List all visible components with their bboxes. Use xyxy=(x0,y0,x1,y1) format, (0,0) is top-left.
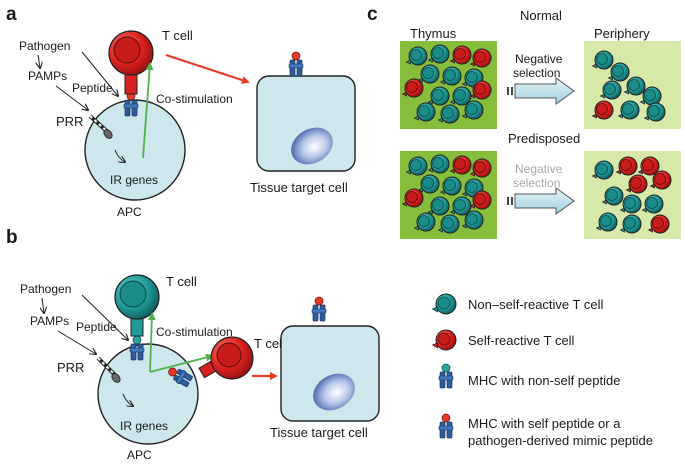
negative-selection-faded-label-2: selection xyxy=(513,176,560,190)
activation-arrow-a xyxy=(165,53,250,84)
legend-mhc-self-label-1: MHC with self peptide or a xyxy=(468,416,621,431)
prr-signal-arrow-b xyxy=(122,393,133,406)
peptide-label: Peptide xyxy=(72,81,113,95)
pamps-to-prr-arrow-b xyxy=(57,330,96,354)
legend: Non–self-reactive T cell Self-reactive T… xyxy=(431,293,653,448)
negative-selection-arrow-predisposed xyxy=(507,187,575,215)
panel-c: c Normal Thymus Periphery Negative selec… xyxy=(367,4,681,239)
prr-signal-arrow xyxy=(114,149,125,162)
negative-selection-arrow-normal xyxy=(507,77,575,105)
legend-mhc-self-icon xyxy=(439,414,453,438)
tissue-mhc-a xyxy=(289,52,303,76)
periphery-label: Periphery xyxy=(594,26,650,41)
co-stimulation-arrow-b-right xyxy=(149,353,214,373)
t-cell-label-a: T cell xyxy=(162,28,193,43)
t-cell-label-b-top: T cell xyxy=(166,274,197,289)
pathogen-to-pamps-arrow xyxy=(38,54,40,68)
co-stimulation-arrow-a xyxy=(142,62,154,159)
co-stimulation-label-b: Co-stimulation xyxy=(156,325,233,339)
t-cell-label-b-right: T cell xyxy=(254,336,285,351)
panel-letter-c: c xyxy=(367,4,378,25)
ir-genes-label: IR genes xyxy=(110,173,158,187)
legend-mhc-non-self-label: MHC with non-self peptide xyxy=(468,373,620,388)
tissue-target-label-b: Tissue target cell xyxy=(270,425,368,440)
legend-non-self-label: Non–self-reactive T cell xyxy=(468,297,603,312)
legend-self-t-cell-icon xyxy=(431,329,457,351)
negative-selection-label-1: Negative xyxy=(515,52,563,66)
pathogen-label: Pathogen xyxy=(19,39,70,53)
pamps-label: PAMPs xyxy=(28,69,67,83)
pamps-label-b: PAMPs xyxy=(30,314,69,328)
tissue-target-label-a: Tissue target cell xyxy=(250,180,348,195)
co-stimulation-label-a: Co-stimulation xyxy=(156,92,233,106)
co-stimulation-arrow-b-up xyxy=(147,312,156,373)
legend-non-self-t-cell-icon xyxy=(431,293,457,315)
prr-receptor-b xyxy=(96,356,121,383)
prr-label-b: PRR xyxy=(57,360,84,375)
legend-mhc-self-label-2: pathogen-derived mimic peptide xyxy=(468,433,653,448)
apc-label-b: APC xyxy=(127,448,152,462)
ir-genes-label-b: IR genes xyxy=(120,419,168,433)
panel-a: a IR genes APC PRR Pathogen PAMPs Peptid… xyxy=(6,4,356,219)
prr-label: PRR xyxy=(56,114,83,129)
tissue-nucleus-b xyxy=(313,373,355,411)
panel-letter-b: b xyxy=(6,227,18,248)
tissue-nucleus-a xyxy=(291,127,333,165)
t-cell-teal-b xyxy=(114,274,160,337)
peptide-label-b: Peptide xyxy=(76,320,117,334)
negative-selection-label-2: selection xyxy=(513,66,560,80)
legend-mhc-non-self-icon xyxy=(439,364,453,388)
t-cell-a xyxy=(108,30,154,95)
pathogen-to-pamps-arrow-b xyxy=(42,297,44,313)
pathogen-to-peptide-arrow xyxy=(81,51,118,96)
tissue-target-cell-b xyxy=(280,325,380,422)
panel-b: b IR genes APC PRR Pathogen PAMPs Peptid… xyxy=(6,227,380,462)
pathogen-label-b: Pathogen xyxy=(20,282,71,296)
pathogen-to-peptide-arrow-b xyxy=(81,294,128,340)
apc-label: APC xyxy=(117,205,142,219)
legend-self-label: Self-reactive T cell xyxy=(468,333,575,348)
prr-receptor xyxy=(88,114,113,139)
t-cell-red-b xyxy=(198,336,254,380)
pamps-to-prr-arrow xyxy=(55,85,88,110)
thymus-label: Thymus xyxy=(410,26,457,41)
predisposed-label: Predisposed xyxy=(508,131,580,146)
negative-selection-faded-label-1: Negative xyxy=(515,162,563,176)
normal-label: Normal xyxy=(520,8,562,23)
tissue-mhc-b xyxy=(312,297,326,321)
panel-letter-a: a xyxy=(6,4,17,25)
